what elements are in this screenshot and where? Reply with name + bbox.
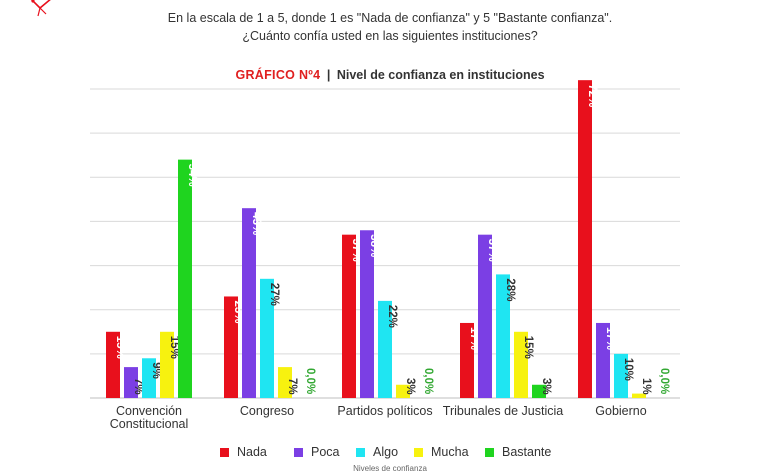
data-label: 28% xyxy=(504,278,516,301)
legend-swatch xyxy=(220,447,229,457)
bar xyxy=(496,274,510,398)
data-label: 37% xyxy=(350,239,362,262)
bar xyxy=(632,393,646,398)
data-label: 17% xyxy=(604,327,616,350)
data-label: 22% xyxy=(386,305,398,328)
data-label: 15% xyxy=(168,336,180,359)
data-label: 10% xyxy=(622,358,634,381)
category-label: Constitucional xyxy=(110,417,189,431)
bar xyxy=(378,300,392,398)
bar xyxy=(142,358,156,398)
legend-label: Bastante xyxy=(502,445,552,459)
legend-label: Nada xyxy=(237,445,267,459)
bar xyxy=(478,234,492,398)
bar xyxy=(514,331,528,398)
legend-item: Nada xyxy=(220,445,267,459)
chart-number-label: GRÁFICO Nº4 xyxy=(235,68,321,82)
category-label: Convención xyxy=(116,404,182,418)
bar xyxy=(260,278,274,398)
bar xyxy=(106,331,120,398)
data-label: 7% xyxy=(286,378,298,395)
data-label: 43% xyxy=(250,212,262,235)
bar xyxy=(224,296,238,398)
bar xyxy=(160,331,174,398)
chart-legend: Nada Poca Algo Mucha Bastante xyxy=(0,445,780,461)
bar xyxy=(342,234,356,398)
data-label: 27% xyxy=(268,283,280,306)
bar xyxy=(460,322,474,398)
title-separator: | xyxy=(326,68,331,82)
bar xyxy=(124,367,138,398)
data-label: 15% xyxy=(522,336,534,359)
logo-icon xyxy=(30,0,51,17)
question-line-2: ¿Cuánto confía usted en las siguientes i… xyxy=(242,29,538,43)
bar xyxy=(242,208,256,398)
bar xyxy=(360,230,374,398)
data-label: 3% xyxy=(540,378,552,395)
category-label: Tribunales de Justicia xyxy=(443,404,563,418)
bar xyxy=(596,322,610,398)
chart-subtitle: Nivel de confianza en instituciones xyxy=(336,68,545,82)
legend-item: Algo xyxy=(356,445,398,459)
data-label: 37% xyxy=(486,239,498,262)
legend-swatch xyxy=(356,447,365,457)
category-label: Congreso xyxy=(240,404,294,418)
data-label: 54% xyxy=(186,164,198,187)
bar xyxy=(396,384,410,398)
legend-label: Algo xyxy=(373,445,399,459)
category-label: Gobierno xyxy=(595,404,646,418)
data-label: 17% xyxy=(468,327,480,350)
bar xyxy=(532,384,546,398)
bar xyxy=(614,353,628,398)
data-label: 0,0% xyxy=(422,368,434,394)
bar xyxy=(278,367,292,398)
data-label: 38% xyxy=(368,234,380,257)
data-label: 9% xyxy=(150,362,162,379)
question-line-1: En la escala de 1 a 5, donde 1 es "Nada … xyxy=(167,11,613,25)
legend-item: Poca xyxy=(294,445,340,459)
legend-item: Mucha xyxy=(414,445,469,459)
legend-swatch xyxy=(414,447,423,457)
data-label: 23% xyxy=(232,300,244,323)
data-label: 7% xyxy=(132,378,144,395)
legend-item: Bastante xyxy=(485,445,551,459)
data-label: 72% xyxy=(586,84,598,107)
bar xyxy=(578,80,592,399)
data-label: 3% xyxy=(404,378,416,395)
data-label: 0,0% xyxy=(658,368,670,394)
chart-title: GRÁFICO Nº4 | Nivel de confianza en inst… xyxy=(0,68,780,82)
bar xyxy=(178,159,192,398)
legend-label: Poca xyxy=(311,445,340,459)
data-label: 15% xyxy=(114,336,126,359)
x-axis-title: Niveles de confianza xyxy=(353,464,427,473)
legend-swatch xyxy=(294,447,303,457)
category-label: Partidos políticos xyxy=(337,404,432,418)
data-label: 0,0% xyxy=(304,368,316,394)
legend-label: Mucha xyxy=(431,445,469,459)
data-label: 1% xyxy=(640,378,652,395)
legend-swatch xyxy=(485,447,494,457)
